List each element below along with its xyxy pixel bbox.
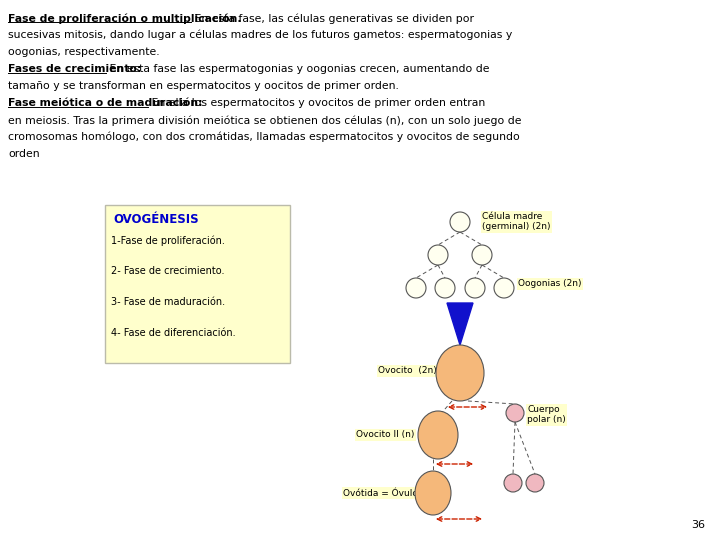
Text: oogonias, respectivamente.: oogonias, respectivamente. (8, 47, 160, 57)
Circle shape (406, 278, 426, 298)
Circle shape (506, 404, 524, 422)
Text: Fase meiótica o de maduración:: Fase meiótica o de maduración: (8, 98, 202, 108)
Text: Célula madre
(germinal) (2n): Célula madre (germinal) (2n) (482, 212, 551, 232)
Text: En esta fase las espermatogonias y oogonias crecen, aumentando de: En esta fase las espermatogonias y oogon… (107, 64, 490, 74)
Text: tamaño y se transforman en espermatocitos y oocitos de primer orden.: tamaño y se transforman en espermatocito… (8, 81, 399, 91)
Circle shape (465, 278, 485, 298)
FancyBboxPatch shape (105, 205, 290, 363)
Circle shape (526, 474, 544, 492)
Circle shape (494, 278, 514, 298)
Text: Fase de proliferación o multiplicación.: Fase de proliferación o multiplicación. (8, 13, 242, 24)
Polygon shape (447, 303, 473, 345)
Circle shape (472, 245, 492, 265)
Text: En esta fase, las células generativas se dividen por: En esta fase, las células generativas se… (191, 13, 474, 24)
Text: Fases de crecimiento:: Fases de crecimiento: (8, 64, 141, 74)
Text: Cuerpo
polar (n): Cuerpo polar (n) (527, 405, 566, 424)
Text: cromosomas homólogo, con dos cromátidas, llamadas espermatocitos y ovocitos de s: cromosomas homólogo, con dos cromátidas,… (8, 132, 520, 143)
Text: 2- Fase de crecimiento.: 2- Fase de crecimiento. (111, 266, 225, 276)
Text: en meiosis. Tras la primera división meiótica se obtienen dos células (n), con u: en meiosis. Tras la primera división mei… (8, 115, 521, 125)
Text: En ella los espermatocitos y ovocitos de primer orden entran: En ella los espermatocitos y ovocitos de… (148, 98, 486, 108)
Circle shape (435, 278, 455, 298)
Circle shape (450, 212, 470, 232)
Text: 1-Fase de proliferación.: 1-Fase de proliferación. (111, 235, 225, 246)
Text: 36: 36 (691, 520, 705, 530)
Text: Ovótida = Óvulo (n): Ovótida = Óvulo (n) (343, 488, 433, 498)
Ellipse shape (436, 345, 484, 401)
Ellipse shape (418, 411, 458, 459)
Text: Ovocito II (n): Ovocito II (n) (356, 430, 415, 440)
Circle shape (428, 245, 448, 265)
Text: Ovocito  (2n): Ovocito (2n) (378, 367, 437, 375)
Ellipse shape (415, 471, 451, 515)
Text: OVOGÉNESIS: OVOGÉNESIS (113, 213, 199, 226)
Text: Oogonias (2n): Oogonias (2n) (518, 280, 582, 288)
Text: 3- Fase de maduración.: 3- Fase de maduración. (111, 297, 225, 307)
Circle shape (504, 474, 522, 492)
Text: orden: orden (8, 149, 40, 159)
Text: 4- Fase de diferenciación.: 4- Fase de diferenciación. (111, 328, 235, 338)
Text: sucesivas mitosis, dando lugar a células madres de los futuros gametos: espermat: sucesivas mitosis, dando lugar a células… (8, 30, 512, 40)
